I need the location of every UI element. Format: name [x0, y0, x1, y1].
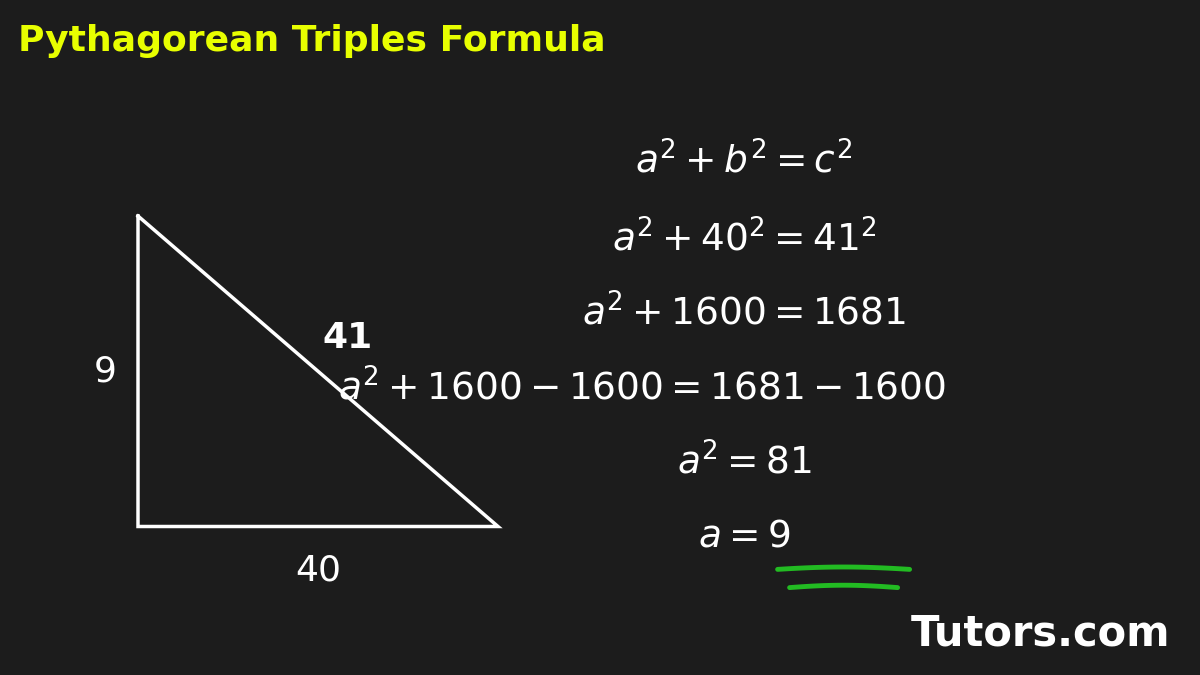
- Text: $a = 9$: $a = 9$: [698, 518, 790, 555]
- Text: $a^2 + 1600 = 1681$: $a^2 + 1600 = 1681$: [582, 294, 906, 333]
- Text: Pythagorean Triples Formula: Pythagorean Triples Formula: [18, 24, 606, 57]
- Text: 40: 40: [295, 554, 341, 587]
- Text: $a^2 = 81$: $a^2 = 81$: [677, 443, 811, 482]
- Text: 9: 9: [94, 354, 118, 388]
- Text: Tutors.com: Tutors.com: [911, 613, 1170, 655]
- Text: 41: 41: [323, 321, 373, 354]
- Text: $a^2 + 1600 - 1600 = 1681 - 1600$: $a^2 + 1600 - 1600 = 1681 - 1600$: [338, 369, 946, 408]
- Text: $a^2 + b^2 = c^2$: $a^2 + b^2 = c^2$: [635, 142, 853, 182]
- Text: $a^2 + 40^2 = 41^2$: $a^2 + 40^2 = 41^2$: [612, 220, 876, 259]
